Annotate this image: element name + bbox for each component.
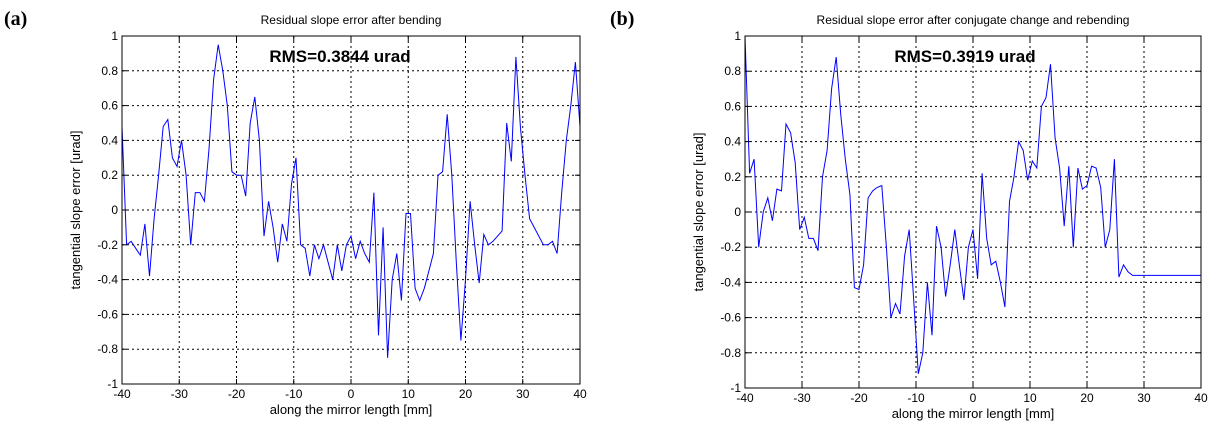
y-tick-label: 0.2	[724, 170, 741, 184]
panel-letter: (b)	[610, 8, 635, 30]
x-tick-label: 20	[459, 387, 473, 401]
x-tick-label: 10	[1023, 391, 1037, 405]
y-tick-label: -1	[107, 377, 118, 391]
chart-title: Residual slope error after conjugate cha…	[817, 13, 1130, 27]
x-tick-label: -30	[793, 391, 811, 405]
chart-panel-a: (a) -40 -30 -20 -10 0 10 20 30 40 -1 -0.8 -0.6 -0.4-…	[0, 0, 600, 425]
chart-b: -40 -30 -20 -10 0 10 20 30 40-1-0.8-0.6-0.4-0.20…	[691, 13, 1208, 421]
x-tick-label: -20	[850, 391, 868, 405]
y-tick-label: -0.2	[720, 240, 741, 254]
y-tick-label: 0.4	[101, 133, 118, 147]
x-tick-label: -40	[113, 387, 131, 401]
x-tick-label: -20	[228, 387, 246, 401]
x-axis-label: along the mirror length [mm]	[892, 406, 1055, 421]
y-axis-label: tangential slope error [urad]	[68, 131, 83, 290]
series-line	[744, 35, 1201, 375]
chart-a: -40 -30 -20 -10 0 10 20 30 40-1-0.8-0.6-0.4-0.20…	[68, 13, 587, 417]
y-tick-label: 0.8	[101, 64, 118, 78]
chart-title: Residual slope error after bending	[261, 13, 442, 27]
chart-panel-b: (b) -40 -30 -20 -10 0 10 20 30 40 -1 -0.8 -0.6 -0.4-…	[605, 0, 1211, 425]
y-tick-label: 0.8	[724, 64, 741, 78]
x-tick-label: 0	[348, 387, 355, 401]
x-tick-label: -40	[736, 391, 754, 405]
rms-annotation: RMS=0.3919 urad	[894, 47, 1035, 66]
y-tick-label: -0.8	[720, 346, 741, 360]
y-axis-label: tangential slope error [urad]	[691, 133, 706, 292]
y-tick-label: -0.2	[97, 238, 118, 252]
y-tick-label: 0.2	[101, 168, 118, 182]
x-tick-label: 40	[573, 387, 587, 401]
x-tick-label: 30	[516, 387, 530, 401]
y-tick-label: -0.4	[720, 275, 741, 289]
x-tick-label: -30	[171, 387, 189, 401]
y-tick-label: 0.6	[724, 99, 741, 113]
x-tick-label: 10	[402, 387, 416, 401]
y-tick-label: 0	[111, 203, 118, 217]
y-tick-label: 1	[111, 29, 118, 43]
y-tick-label: 0.6	[101, 99, 118, 113]
y-tick-label: -0.8	[97, 342, 118, 356]
y-tick-label: 0	[734, 205, 741, 219]
x-axis-label: along the mirror length [mm]	[270, 402, 433, 417]
y-tick-label: -0.4	[97, 273, 118, 287]
x-tick-label: 0	[970, 391, 977, 405]
x-tick-label: -10	[285, 387, 303, 401]
y-tick-label: 1	[734, 29, 741, 43]
y-tick-label: 0.4	[724, 135, 741, 149]
x-tick-label: 30	[1137, 391, 1151, 405]
y-tick-label: -0.6	[97, 307, 118, 321]
panel-letter: (a)	[4, 8, 28, 30]
x-tick-label: -10	[907, 391, 925, 405]
x-tick-label: 40	[1194, 391, 1208, 405]
x-tick-label: 20	[1080, 391, 1094, 405]
y-tick-label: -1	[730, 381, 741, 395]
y-tick-label: -0.6	[720, 311, 741, 325]
rms-annotation: RMS=0.3844 urad	[269, 47, 410, 66]
series-line	[121, 44, 581, 358]
